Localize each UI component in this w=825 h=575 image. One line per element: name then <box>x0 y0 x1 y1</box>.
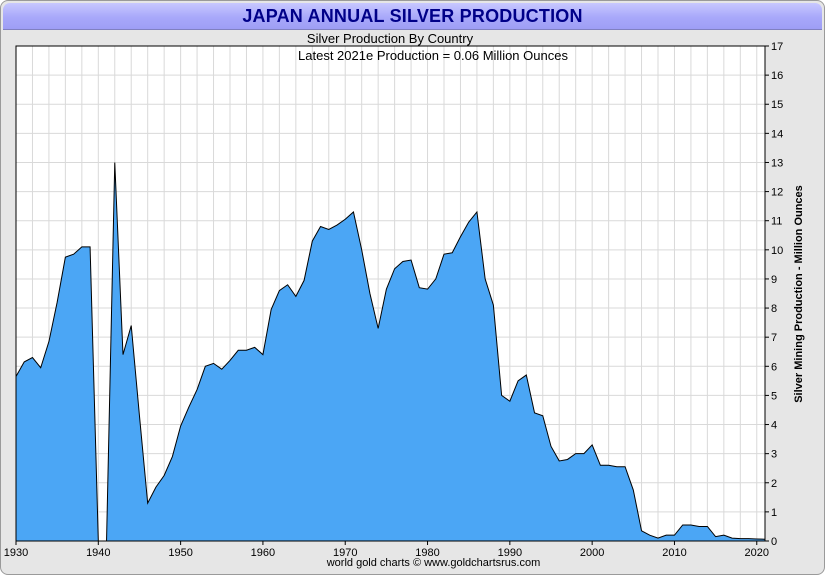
y-tick-label: 0 <box>771 536 777 548</box>
title-bar: JAPAN ANNUAL SILVER PRODUCTION <box>3 3 822 30</box>
x-tick-label: 2000 <box>580 547 604 559</box>
x-tick-label: 1930 <box>4 547 28 559</box>
area-series <box>15 162 766 542</box>
x-tick-label: 1980 <box>415 547 439 559</box>
area-line <box>15 162 766 542</box>
y-tick-label: 16 <box>771 70 783 82</box>
y-tick-label: 1 <box>771 507 777 519</box>
y-tick-label: 7 <box>771 332 777 344</box>
y-tick-label: 4 <box>771 420 777 432</box>
x-tick-label: 1970 <box>333 547 357 559</box>
chart-title: JAPAN ANNUAL SILVER PRODUCTION <box>242 6 583 26</box>
x-tick-label: 1990 <box>498 547 522 559</box>
area-fill <box>16 162 765 541</box>
x-axis-ticks: 1930 1940 1950 1960 1970 1980 1990 2000 2010 2020 <box>4 541 769 559</box>
y-tick-label: 9 <box>771 274 777 286</box>
x-tick-label: 1940 <box>86 547 110 559</box>
y-tick-label: 2 <box>771 478 777 490</box>
y-tick-label: 3 <box>771 449 777 461</box>
y-axis-label: Silver Mining Production - Million Ounce… <box>793 185 805 403</box>
y-tick-label: 11 <box>771 216 782 228</box>
x-tick-label: 1950 <box>168 547 192 559</box>
y-tick-label: 6 <box>771 361 777 373</box>
chart-subtitle: Silver Production By Country <box>307 31 474 46</box>
x-tick-label: 2020 <box>745 547 769 559</box>
chart-annotation: Latest 2021e Production = 0.06 Million O… <box>298 48 568 63</box>
plot-border <box>15 45 766 542</box>
y-tick-label: 15 <box>771 99 783 111</box>
y-tick-label: 14 <box>771 128 783 140</box>
y-tick-label: 8 <box>771 303 777 315</box>
x-tick-label: 1960 <box>251 547 275 559</box>
y-tick-label: 5 <box>771 390 777 402</box>
footer-credit: world gold charts © www.goldchartsrus.co… <box>326 557 541 569</box>
y-tick-label: 10 <box>771 245 783 257</box>
y-tick-label: 17 <box>771 41 783 53</box>
y-tick-label: 12 <box>771 187 783 199</box>
y-tick-label: 13 <box>771 157 783 169</box>
x-tick-label: 2010 <box>662 547 686 559</box>
